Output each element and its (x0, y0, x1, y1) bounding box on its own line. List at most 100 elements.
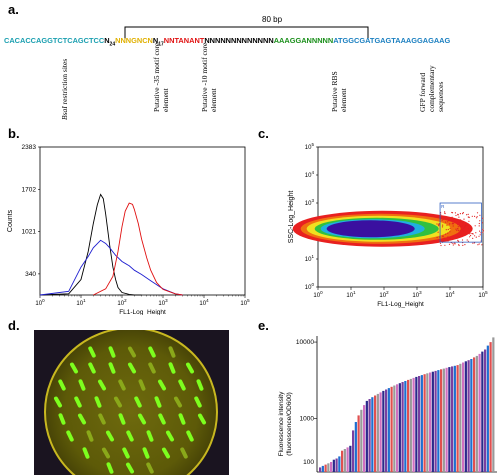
bar (327, 463, 330, 472)
colony-plate-photo (34, 330, 229, 475)
x-tick-label: 104 (199, 298, 209, 307)
bar (420, 375, 423, 472)
colony-streak (186, 362, 194, 374)
bar (374, 395, 377, 472)
sequence-segment: N (104, 36, 110, 45)
annotation-minus10: Putative -10 motif core element (200, 42, 218, 112)
sequence-segment: ATGGCGATGAGTAAAGGAGAAG (333, 36, 451, 45)
sequence-segment: NNNNNNNNNNNNN (204, 36, 274, 45)
x-tick-label: 105 (478, 290, 488, 299)
bar (382, 390, 385, 472)
colony-streak (128, 346, 136, 358)
colony-streak (54, 396, 62, 408)
colony-streak (88, 346, 96, 358)
colony-streak (118, 379, 126, 391)
bar (338, 456, 341, 472)
bar (456, 365, 459, 472)
colony-streak (106, 430, 114, 442)
colony-streak (138, 413, 146, 425)
colony-streak (106, 462, 114, 474)
sequence-segment: 17 (158, 41, 164, 48)
bar (473, 357, 476, 472)
bar (431, 371, 434, 472)
y-axis-label: SSC-Log_Height (288, 191, 295, 244)
bar (467, 360, 470, 472)
bar (412, 377, 415, 472)
y-tick-label: 1000 (300, 416, 315, 423)
bracket-label: 80 bp (262, 15, 283, 24)
histogram-series (39, 239, 183, 296)
bar (390, 386, 393, 472)
colony-streak (146, 462, 154, 474)
colony-streak (148, 346, 156, 358)
colony-streak (74, 396, 82, 408)
sequence-segment: NNTANANT (163, 36, 205, 45)
bar (448, 367, 451, 472)
flow-scatter-chart: 100101102103104105100101102103104105FL1-… (288, 142, 488, 308)
histogram-series (93, 202, 183, 296)
bar (409, 378, 412, 472)
bar (365, 400, 368, 472)
bar (470, 359, 473, 472)
bar (393, 385, 396, 472)
density-cloud (292, 210, 484, 247)
y-tick-label: 103 (305, 198, 315, 207)
y-tick-label: 340 (25, 271, 36, 278)
colony-streak (94, 396, 102, 408)
bar (426, 373, 429, 472)
x-tick-label: 100 (313, 290, 323, 299)
bar (401, 382, 404, 472)
y-axis-label: Fluorescence intensity (278, 391, 285, 456)
colony-streak (66, 430, 74, 442)
bar (407, 379, 410, 472)
colony-streak (158, 379, 166, 391)
bar (341, 450, 344, 472)
x-axis-label: FL1-Log_Height (119, 309, 166, 315)
y-tick-label: 100 (305, 282, 315, 291)
bar (451, 366, 454, 472)
colony-streak (178, 379, 186, 391)
y-tick-label: 101 (305, 254, 315, 263)
x-axis-label: FL1-Log_Height (377, 301, 424, 308)
bar (404, 381, 407, 472)
y-tick-label: 100 (303, 459, 314, 466)
x-tick-label: 103 (158, 298, 168, 307)
bar (387, 388, 390, 472)
bar (486, 345, 489, 472)
colony-streak (126, 430, 134, 442)
gate-box (439, 202, 482, 243)
x-tick-label: 101 (346, 290, 356, 299)
colony-streak (154, 396, 162, 408)
x-tick-label: 101 (76, 298, 86, 307)
colony-streak (138, 379, 146, 391)
colony-streak (86, 430, 94, 442)
y-tick-label: 1702 (22, 186, 37, 193)
colony-streak (78, 413, 87, 425)
bar (429, 372, 432, 472)
bar (462, 362, 465, 472)
annotation-gfp: GFP forward complementary sequences (418, 65, 445, 112)
bar (434, 370, 437, 472)
colony-streak (70, 362, 78, 374)
y-tick-label: 2383 (22, 144, 37, 151)
bar (352, 430, 355, 472)
x-tick-label: 103 (412, 290, 422, 299)
bar (363, 405, 366, 472)
colony-streak (122, 447, 130, 459)
bar (371, 397, 374, 472)
gate-label: R (441, 204, 445, 209)
x-tick-label: 105 (240, 298, 250, 307)
x-tick-label: 100 (35, 298, 45, 307)
annotation-rbs: Putative RBS element (330, 71, 348, 112)
x-tick-label: 102 (379, 290, 389, 299)
colony-streak (114, 396, 122, 408)
colony-streak (180, 447, 188, 459)
colony-streak (196, 379, 204, 391)
y-tick-label: 1021 (22, 229, 37, 236)
x-tick-label: 102 (117, 298, 127, 307)
colony-streak (174, 396, 182, 408)
annotation-bsai: BsaI restriction sites (60, 58, 69, 120)
bar (492, 337, 495, 472)
sequence-segment: AAAGGANNNNN (273, 36, 334, 45)
bar (396, 384, 399, 472)
